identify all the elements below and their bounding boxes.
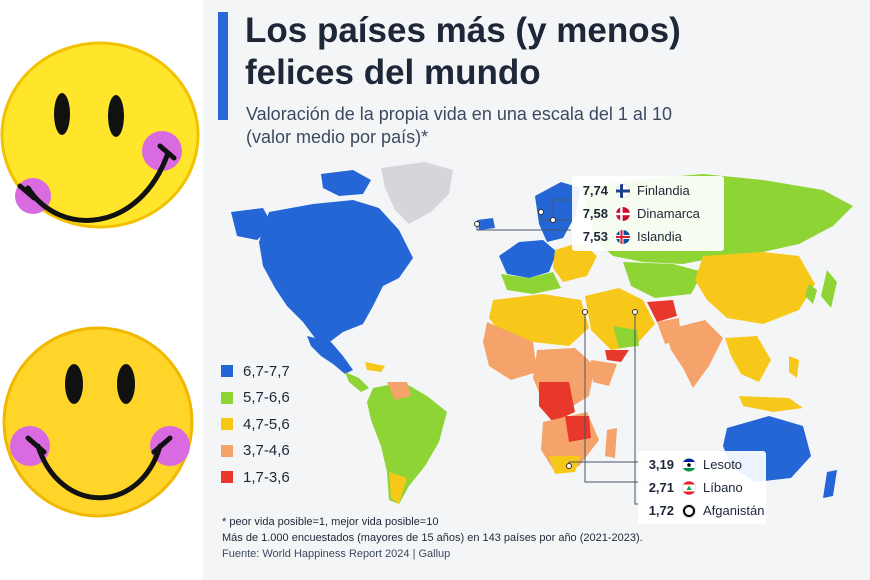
gulf-states xyxy=(613,326,639,348)
legend-swatch xyxy=(221,418,233,431)
methodology-note: Más de 1.000 encuestados (mayores de 15 … xyxy=(222,532,643,544)
western-europe xyxy=(499,240,557,278)
source-note: Fuente: World Happiness Report 2024 | Ga… xyxy=(222,548,451,560)
legend-swatch xyxy=(221,365,233,378)
afghanistan xyxy=(647,300,677,322)
caribbean xyxy=(365,362,385,372)
alaska xyxy=(231,208,273,240)
country-row: 7,58 Dinamarca xyxy=(582,206,700,221)
japan xyxy=(821,270,837,308)
south-america xyxy=(367,382,447,504)
south-africa xyxy=(549,456,581,474)
afghanistan-flag xyxy=(682,503,696,518)
madagascar xyxy=(605,428,617,458)
country-row: 7,74 Finlandia xyxy=(582,183,690,198)
zambia-zimbabwe xyxy=(565,416,591,442)
greenland xyxy=(381,162,453,224)
north-africa xyxy=(489,294,589,346)
arctic-islands xyxy=(321,170,371,196)
smiley-face-icon xyxy=(0,41,200,229)
congo-region xyxy=(539,382,575,422)
country-row: 2,71 Líbano xyxy=(648,480,743,495)
country-row: 1,72 Afganistán xyxy=(648,503,765,518)
india xyxy=(665,320,723,388)
central-america xyxy=(345,372,369,392)
southern-europe xyxy=(501,272,561,294)
accent-bar xyxy=(218,12,228,120)
legend-item: 6,7-7,7 xyxy=(221,358,290,385)
lebanon-flag xyxy=(682,480,696,495)
korea xyxy=(805,284,817,304)
north-america xyxy=(259,200,413,344)
southern-cone xyxy=(389,472,407,504)
indonesia xyxy=(739,396,803,412)
footer-notes: * peor vida posible=1, mejor vida posibl… xyxy=(222,514,643,562)
central-asia xyxy=(623,262,703,298)
legend-swatch xyxy=(221,444,233,457)
west-africa xyxy=(483,322,537,380)
callout-dots xyxy=(474,209,638,469)
happiest-callout: 7,74 Finlandia 7,58 Dinamarca 7,53 Islan… xyxy=(572,176,724,251)
legend-swatch xyxy=(221,471,233,484)
scandinavia xyxy=(535,182,581,242)
finland-flag xyxy=(616,183,630,198)
eastern-europe xyxy=(553,242,597,282)
lesotho-flag xyxy=(682,457,696,472)
subtitle: Valoración de la propia vida en una esca… xyxy=(246,104,672,147)
legend-item: 5,7-6,6 xyxy=(221,385,290,412)
legend-swatch xyxy=(221,391,233,404)
country-row: 7,53 Islandia xyxy=(582,229,682,244)
mexico xyxy=(307,336,353,374)
page-title: Los países más (y menos) felices del mun… xyxy=(245,11,681,92)
southeast-asia xyxy=(725,336,771,382)
china-mongolia xyxy=(695,252,815,324)
legend-item: 1,7-3,6 xyxy=(221,464,290,491)
footnote: * peor vida posible=1, mejor vida posibl… xyxy=(222,516,439,528)
venezuela xyxy=(387,382,411,400)
legend-item: 4,7-5,6 xyxy=(221,411,290,438)
smiley-face-icon xyxy=(2,326,194,518)
iceland-flag xyxy=(616,229,630,244)
unhappiest-callout: 3,19 Lesoto 2,71 Líbano 1,72 Afganistán xyxy=(638,451,766,524)
world-map xyxy=(231,162,853,505)
denmark-flag xyxy=(616,206,630,221)
legend: 6,7-7,7 5,7-6,6 4,7-5,6 3,7-4,6 1,7-3,6 xyxy=(221,358,290,491)
yemen xyxy=(605,350,629,362)
iceland xyxy=(477,218,495,230)
legend-item: 3,7-4,6 xyxy=(221,438,290,465)
horn-of-africa xyxy=(591,360,617,386)
philippines xyxy=(789,356,799,378)
new-zealand xyxy=(823,470,837,498)
country-row: 3,19 Lesoto xyxy=(648,457,743,472)
